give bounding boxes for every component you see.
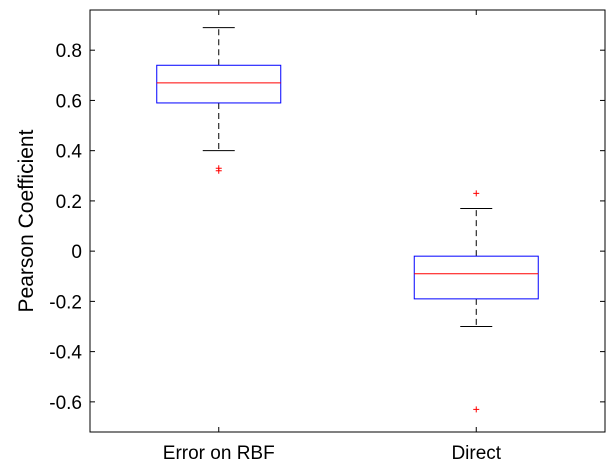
y-axis-title: Pearson Coefficient <box>15 129 38 312</box>
iqr-box <box>413 255 539 300</box>
box-series <box>156 27 539 413</box>
iqr-box <box>156 64 282 104</box>
outlier-point <box>473 190 480 197</box>
x-axis-ticks: Error on RBF Direct <box>163 10 502 464</box>
plot-frame <box>89 9 606 433</box>
y-tick-label: 0.6 <box>56 91 82 112</box>
y-tick-label: -0.2 <box>49 292 82 313</box>
y-tick-label: -0.4 <box>49 343 82 364</box>
outlier-point <box>473 406 480 413</box>
y-axis-ticks: -0.6 -0.4 -0.2 0 0.2 0.4 0.6 0.8 <box>49 41 605 414</box>
outlier-point <box>215 167 222 174</box>
x-tick-label: Error on RBF <box>163 443 275 464</box>
y-tick-label: 0.4 <box>56 142 83 163</box>
x-tick-label: Direct <box>451 443 501 464</box>
box-0 <box>156 27 282 174</box>
y-tick-label: 0 <box>71 242 82 263</box>
box-1 <box>413 190 539 413</box>
y-tick-label: -0.6 <box>49 393 82 414</box>
y-tick-label: 0.2 <box>56 192 82 213</box>
y-tick-label: 0.8 <box>56 41 82 62</box>
